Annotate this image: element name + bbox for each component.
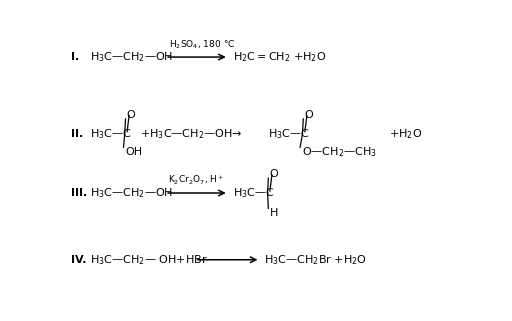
Text: +H$_3$C—CH$_2$—OH→: +H$_3$C—CH$_2$—OH→ [140, 127, 243, 141]
Text: H$_3$C—CH$_2$Br +H$_2$O: H$_3$C—CH$_2$Br +H$_2$O [264, 253, 368, 267]
Text: H$_3$C—CH$_2$— OH+HBr: H$_3$C—CH$_2$— OH+HBr [90, 253, 207, 267]
Text: H$_2$SO$_4$, 180 °C: H$_2$SO$_4$, 180 °C [169, 39, 236, 51]
Text: I.: I. [71, 52, 79, 62]
Text: O: O [269, 169, 279, 179]
Text: O: O [305, 110, 313, 120]
Text: IV.: IV. [71, 255, 87, 265]
Text: H: H [270, 208, 279, 218]
Text: OH: OH [125, 147, 143, 157]
Text: III.: III. [71, 188, 88, 198]
Text: H$_3$C—CH$_2$—OH: H$_3$C—CH$_2$—OH [90, 50, 173, 64]
Text: O—CH$_2$—CH$_3$: O—CH$_2$—CH$_3$ [302, 145, 377, 159]
Text: H$_3$C—CH$_2$—OH: H$_3$C—CH$_2$—OH [90, 186, 173, 200]
Text: H$_3$C—C: H$_3$C—C [232, 186, 274, 200]
Text: K$_2$Cr$_2$O$_7$, H$^+$: K$_2$Cr$_2$O$_7$, H$^+$ [168, 174, 224, 187]
Text: O: O [126, 110, 136, 120]
Text: +H$_2$O: +H$_2$O [389, 127, 422, 141]
Text: H$_3$C—C: H$_3$C—C [90, 127, 132, 141]
Text: II.: II. [71, 129, 83, 139]
Text: H$_2$C$=$CH$_2$ +H$_2$O: H$_2$C$=$CH$_2$ +H$_2$O [232, 50, 326, 64]
Text: H$_3$C—C: H$_3$C—C [268, 127, 309, 141]
